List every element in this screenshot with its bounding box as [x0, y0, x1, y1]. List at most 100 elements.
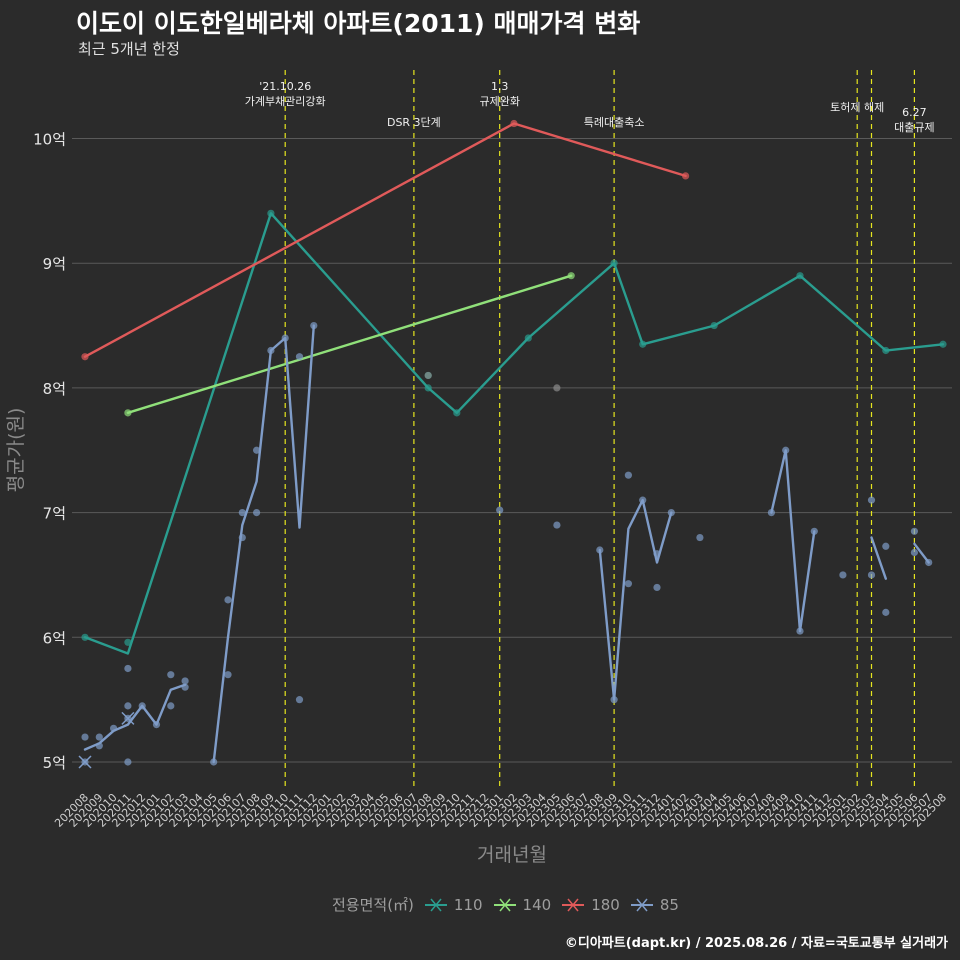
data-point-110	[453, 409, 461, 417]
series-lines	[83, 122, 945, 764]
data-point-85	[224, 596, 232, 604]
data-point-85	[667, 508, 675, 517]
data-point-180	[510, 119, 518, 128]
data-point-85	[310, 321, 318, 330]
y-tick-label: 9억	[43, 255, 66, 273]
data-point-85	[596, 546, 604, 554]
legend-item-110[interactable]: 110	[424, 896, 483, 914]
series-line-140	[126, 274, 573, 414]
data-point-110	[524, 334, 532, 342]
series-line-85	[598, 498, 673, 701]
data-point-85	[696, 533, 704, 542]
data-point-85	[810, 527, 818, 535]
data-point-85	[210, 758, 218, 766]
series-line-85	[212, 324, 315, 764]
chart-title: 이도이 이도한일베라체 아파트(2011) 매매가격 변화	[76, 9, 641, 38]
data-point-85	[882, 542, 890, 550]
data-point-85	[925, 558, 933, 567]
data-point-85	[796, 627, 804, 635]
data-point-85	[782, 446, 790, 454]
series-line-180	[83, 122, 687, 358]
data-point-85	[253, 446, 261, 454]
legend-key-85-icon	[630, 898, 653, 911]
series-line-85	[770, 449, 816, 633]
event-label: '21.10.26	[259, 80, 311, 93]
data-point-140	[567, 272, 575, 280]
data-point-85	[553, 521, 561, 529]
data-point-85	[152, 720, 161, 729]
y-tick-label: 7억	[43, 505, 66, 523]
data-point-85	[624, 471, 633, 479]
source-caption: ©디아파트(dapt.kr) / 2025.08.26 / 자료=국토교통부 실…	[564, 936, 948, 951]
legend-item-85[interactable]: 85	[630, 896, 679, 914]
data-point-110	[81, 633, 89, 641]
legend-key-180-icon	[562, 898, 585, 911]
data-point-85	[81, 733, 89, 741]
series-line-85	[913, 542, 930, 564]
data-point-85	[138, 702, 146, 710]
series-line-85	[83, 683, 187, 751]
data-point-85	[124, 758, 132, 766]
data-point-85	[882, 608, 890, 616]
y-tick-label: 8억	[43, 380, 66, 398]
y-tick-label: 10억	[33, 131, 66, 149]
data-point-110	[267, 209, 275, 217]
data-point-85	[624, 580, 633, 588]
legend-item-180[interactable]: 180	[561, 896, 620, 914]
data-point-140	[124, 409, 132, 417]
legend: 전용면적(㎡) 110 140 180 85	[332, 894, 679, 915]
data-point-85	[95, 733, 103, 741]
data-points	[78, 119, 947, 769]
chart-subtitle: 최근 5개년 한정	[78, 40, 180, 58]
data-point-85	[181, 683, 189, 691]
y-tick-label: 5억	[43, 754, 66, 772]
data-point-85	[496, 506, 504, 514]
data-point-85	[281, 334, 289, 342]
event-label: 토허제 해제	[830, 100, 884, 114]
y-tick-label: 6억	[43, 629, 66, 647]
data-point-110	[710, 321, 718, 330]
event-label: 대출규제	[894, 121, 934, 134]
data-point-110	[939, 340, 947, 348]
data-point-110	[796, 272, 804, 280]
event-label: 특례대출축소	[584, 116, 645, 129]
data-point-85	[167, 671, 175, 679]
data-point-85	[867, 496, 876, 504]
data-point-85	[95, 742, 103, 750]
event-label: 1.3	[491, 80, 509, 93]
data-point-85	[867, 571, 876, 579]
legend-item-140[interactable]: 140	[493, 895, 552, 914]
data-point-85	[653, 550, 661, 558]
series-line-110	[83, 212, 945, 655]
y-axis: 5억 6억 7억 8억 9억 10억	[33, 131, 66, 773]
event-label: DSR 3단계	[387, 116, 441, 129]
data-point-85	[295, 353, 304, 361]
legend-label-180: 180	[591, 895, 620, 914]
data-point-other	[424, 371, 432, 380]
data-point-110	[882, 346, 890, 355]
data-point-85	[224, 671, 232, 679]
legend-key-140-icon	[493, 898, 516, 911]
data-point-85	[253, 508, 261, 517]
data-point-85	[124, 664, 132, 673]
data-cross-85	[78, 755, 92, 769]
legend-label-140: 140	[522, 895, 552, 914]
x-axis-label: 거래년월	[477, 844, 547, 866]
legend-key-110-icon	[424, 898, 447, 911]
event-label: 6.27	[902, 106, 927, 119]
data-point-85	[238, 533, 246, 542]
data-point-180	[81, 353, 89, 361]
data-point-110	[639, 340, 647, 348]
data-point-85	[839, 571, 847, 579]
data-point-110	[610, 259, 618, 267]
data-point-85	[238, 508, 246, 517]
series-line-85	[870, 536, 887, 580]
legend-label-85: 85	[659, 895, 679, 914]
data-point-85	[267, 346, 275, 355]
data-point-85	[910, 548, 919, 557]
data-point-85	[124, 702, 132, 710]
data-point-85	[910, 527, 919, 535]
x-axis: 2020082020092020102020112020122021012021…	[52, 791, 949, 830]
